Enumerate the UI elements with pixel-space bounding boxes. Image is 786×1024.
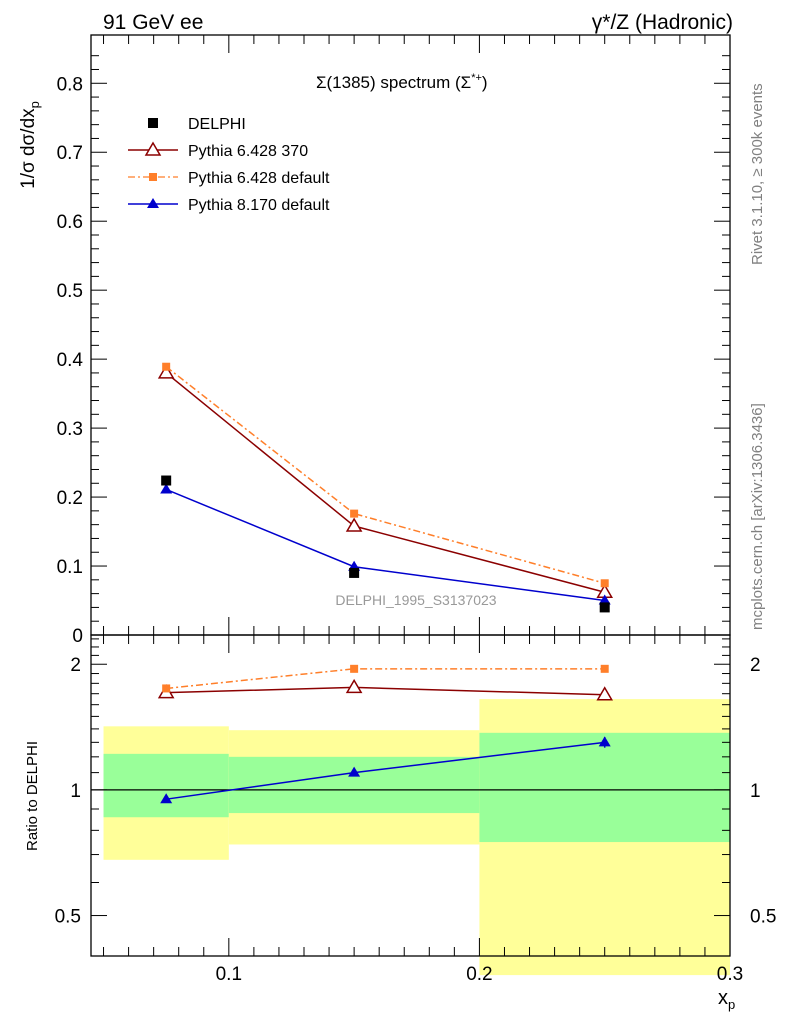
upper-line-pythia-8-170-default bbox=[165, 488, 605, 602]
reference-label: DELPHI_1995_S3137023 bbox=[335, 592, 496, 608]
upper-y-tick-label: 0 bbox=[72, 626, 83, 647]
upper-y-tick-label: 0.8 bbox=[57, 74, 83, 95]
upper-y-tick-labels: 0 0.1 0.2 0.3 0.4 0.5 0.6 0.7 0.8 bbox=[57, 74, 84, 647]
upper-ticks bbox=[91, 35, 731, 636]
upper-y-tick-label: 0.1 bbox=[57, 557, 83, 578]
lower-y-tick-label-right: 1 bbox=[750, 781, 761, 802]
lower-series bbox=[157, 664, 614, 804]
legend-marker-py6-default bbox=[149, 173, 157, 181]
upper-point bbox=[162, 362, 171, 371]
lower-panel: 0.5 0.5 1 1 2 2 0.1 0.2 0.3 Ratio to DELPHI xp bbox=[24, 634, 777, 1012]
ratio-point bbox=[162, 684, 171, 693]
legend-label-py8: Pythia 8.170 default bbox=[188, 197, 330, 214]
x-axis-label: xp bbox=[718, 987, 735, 1012]
upper-line-pythia-6-428-default bbox=[165, 366, 605, 584]
legend: DELPHI Pythia 6.428 370 Pythia 6.428 def… bbox=[128, 116, 330, 214]
upper-y-tick-label: 0.3 bbox=[57, 419, 83, 440]
upper-point bbox=[160, 483, 173, 494]
ratio-point bbox=[600, 664, 609, 673]
lower-y-tick-labels: 0.5 0.5 1 1 2 2 bbox=[55, 655, 777, 927]
lower-y-tick-label: 1 bbox=[70, 781, 81, 802]
upper-y-tick-label: 0.7 bbox=[57, 143, 83, 164]
chart-title: Σ(1385) spectrum (Σ*+) bbox=[316, 72, 488, 92]
delphi-data-point bbox=[599, 602, 610, 613]
chart-title-sup: *+ bbox=[471, 72, 482, 84]
legend-label-py6-370: Pythia 6.428 370 bbox=[188, 143, 308, 160]
upper-point bbox=[345, 517, 363, 532]
upper-y-tick-label: 0.6 bbox=[57, 212, 83, 233]
ratio-point bbox=[598, 736, 611, 747]
legend-label-delphi: DELPHI bbox=[188, 116, 246, 133]
upper-frame bbox=[90, 34, 731, 636]
legend-label-py6-default: Pythia 6.428 default bbox=[188, 170, 330, 187]
ratio-point bbox=[345, 678, 363, 694]
delphi-data-point bbox=[349, 567, 360, 578]
upper-panel: 0 0.1 0.2 0.3 0.4 0.5 0.6 0.7 0.8 Σ(1385) spectr… bbox=[18, 34, 731, 647]
ratio-point bbox=[596, 686, 614, 701]
legend-item-py8: Pythia 8.170 default bbox=[128, 197, 330, 214]
header-left: 91 GeV ee bbox=[103, 11, 203, 34]
x-tick-label: 0.1 bbox=[216, 964, 242, 985]
upper-y-axis-label: 1/σ dσ/dxp bbox=[18, 101, 42, 189]
chart-title-close: ) bbox=[482, 73, 488, 92]
ratio-point bbox=[160, 793, 173, 804]
mcplots-label: mcplots.cern.ch [arXiv:1306.3436] bbox=[749, 403, 766, 630]
ratio-line-pythia-6-428-default bbox=[166, 668, 605, 690]
upper-point bbox=[350, 509, 359, 518]
upper-y-tick-label: 0.4 bbox=[57, 350, 84, 371]
x-tick-labels: 0.1 0.2 0.3 bbox=[216, 964, 744, 985]
x-tick-label: 0.2 bbox=[466, 964, 492, 985]
ratio-point bbox=[350, 664, 359, 673]
delphi-data-point bbox=[161, 475, 172, 486]
inner-band bbox=[103, 753, 229, 818]
lower-y-axis-label: Ratio to DELPHI bbox=[24, 741, 41, 851]
ratio-line-pythia-6-428-370 bbox=[166, 686, 605, 696]
lower-y-tick-label-right: 0.5 bbox=[750, 907, 776, 928]
legend-item-py6-370: Pythia 6.428 370 bbox=[128, 141, 308, 160]
legend-marker-py6-370 bbox=[144, 141, 162, 156]
rivet-label: Rivet 3.1.10, ≥ 300k events bbox=[749, 83, 766, 265]
ratio-point bbox=[348, 766, 361, 777]
upper-point bbox=[598, 594, 611, 605]
legend-marker-delphi bbox=[148, 118, 158, 128]
legend-item-py6-default: Pythia 6.428 default bbox=[128, 170, 330, 187]
upper-point bbox=[600, 579, 609, 588]
ratio-uncertainty-bands bbox=[91, 699, 730, 976]
lower-y-tick-label-right: 2 bbox=[750, 655, 761, 676]
chart-title-main: Σ(1385) spectrum (Σ bbox=[316, 73, 471, 92]
upper-line-pythia-6-428-370 bbox=[165, 372, 605, 593]
header-right: γ*/Z (Hadronic) bbox=[592, 11, 733, 34]
x-tick-label: 0.3 bbox=[717, 964, 743, 985]
inner-band bbox=[479, 732, 730, 843]
lower-y-tick-label: 0.5 bbox=[55, 907, 81, 928]
lower-y-tick-label: 2 bbox=[70, 655, 81, 676]
upper-y-tick-label: 0.5 bbox=[57, 281, 83, 302]
upper-y-tick-label: 0.2 bbox=[57, 488, 83, 509]
legend-item-delphi: DELPHI bbox=[148, 116, 246, 133]
legend-marker-py8 bbox=[147, 198, 159, 208]
upper-series bbox=[157, 362, 614, 613]
upper-point bbox=[157, 364, 175, 379]
lower-frame bbox=[90, 634, 731, 957]
